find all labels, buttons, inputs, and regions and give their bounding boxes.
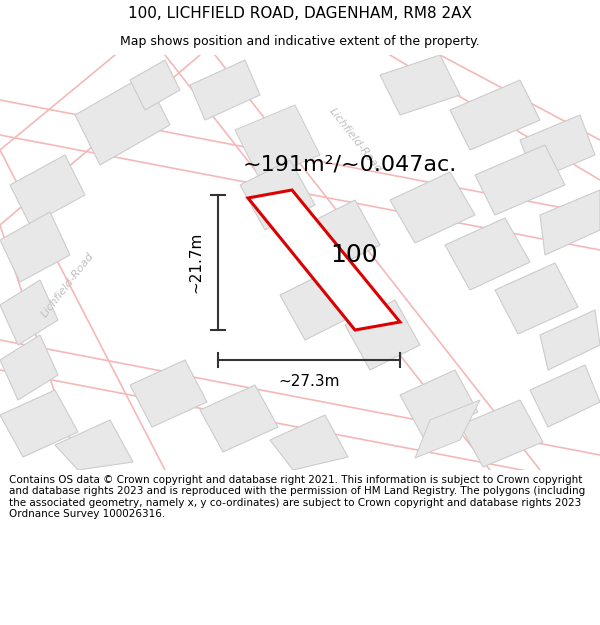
Polygon shape: [0, 390, 78, 457]
Text: Lichfield-Road: Lichfield-Road: [327, 106, 383, 174]
Polygon shape: [305, 200, 380, 270]
Polygon shape: [540, 310, 600, 370]
Polygon shape: [380, 55, 460, 115]
Polygon shape: [0, 212, 70, 282]
Polygon shape: [130, 360, 207, 427]
Text: Contains OS data © Crown copyright and database right 2021. This information is : Contains OS data © Crown copyright and d…: [9, 474, 585, 519]
Text: ~21.7m: ~21.7m: [188, 232, 203, 293]
Polygon shape: [415, 400, 480, 458]
Polygon shape: [130, 60, 180, 110]
Polygon shape: [390, 172, 475, 243]
Polygon shape: [475, 145, 565, 215]
Polygon shape: [75, 75, 170, 165]
Text: 100, LICHFIELD ROAD, DAGENHAM, RM8 2AX: 100, LICHFIELD ROAD, DAGENHAM, RM8 2AX: [128, 6, 472, 21]
Polygon shape: [520, 115, 595, 180]
Polygon shape: [240, 160, 315, 230]
Polygon shape: [235, 105, 320, 180]
Polygon shape: [0, 280, 58, 345]
Polygon shape: [0, 335, 58, 400]
Text: ~191m²/~0.047ac.: ~191m²/~0.047ac.: [243, 155, 457, 175]
Polygon shape: [450, 80, 540, 150]
Polygon shape: [190, 60, 260, 120]
Polygon shape: [345, 300, 420, 370]
Text: ~27.3m: ~27.3m: [278, 374, 340, 389]
Polygon shape: [248, 190, 400, 330]
Text: Map shows position and indicative extent of the property.: Map shows position and indicative extent…: [120, 35, 480, 48]
Polygon shape: [200, 385, 278, 452]
Polygon shape: [540, 190, 600, 255]
Polygon shape: [55, 420, 133, 470]
Polygon shape: [445, 218, 530, 290]
Polygon shape: [270, 415, 348, 470]
Text: 100: 100: [330, 243, 377, 267]
Polygon shape: [280, 270, 355, 340]
Polygon shape: [400, 370, 478, 437]
Polygon shape: [460, 400, 543, 467]
Polygon shape: [495, 263, 578, 334]
Text: Lichfield-Road: Lichfield-Road: [40, 251, 96, 319]
Polygon shape: [530, 365, 600, 427]
Polygon shape: [10, 155, 85, 225]
